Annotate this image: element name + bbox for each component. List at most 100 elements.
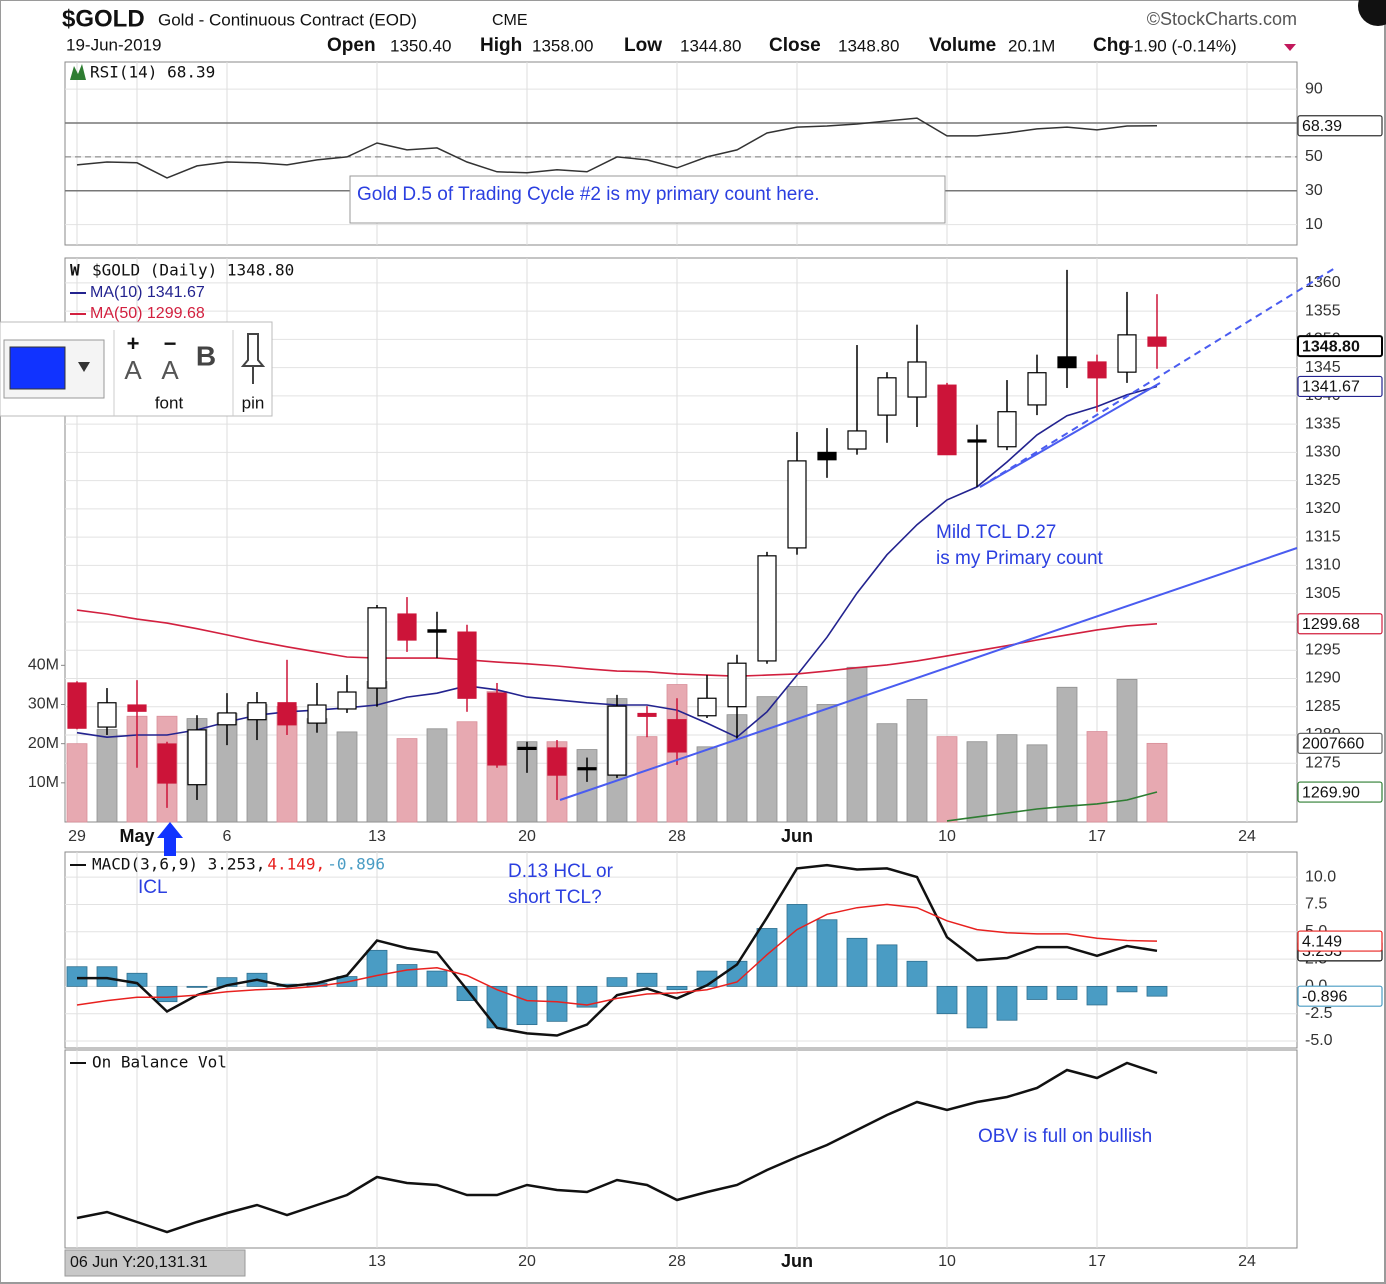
- symbol: $GOLD: [62, 5, 145, 32]
- y-tick-label: 1285: [1305, 698, 1341, 715]
- y-tick-label: 1315: [1305, 528, 1341, 545]
- field-label: Volume: [929, 35, 996, 56]
- histogram-bar: [516, 985, 538, 1026]
- y-tick-label: -5.0: [1305, 1032, 1333, 1049]
- x-tick-label: 10: [938, 828, 956, 845]
- line: [76, 1061, 1158, 1234]
- signal-legend: 4.149,: [267, 855, 325, 874]
- annotation: D.13 HCL or: [508, 861, 614, 882]
- legend-ma50: MA(50) 1299.68: [90, 305, 205, 322]
- field-label: Low: [624, 35, 662, 56]
- annotation: Mild TCL D.27: [936, 522, 1056, 543]
- macd-line: [77, 863, 1158, 1037]
- volume-bar: [66, 743, 88, 823]
- annotation: Gold D.5 of Trading Cycle #2 is my prima…: [357, 184, 820, 205]
- histogram-bar: [396, 964, 418, 987]
- histogram-bar: [756, 928, 778, 987]
- x-tick-label: 29: [68, 828, 86, 845]
- histogram-bar: [546, 985, 568, 1022]
- x-tick-label: Jun: [781, 826, 813, 846]
- histogram-bar: [1026, 985, 1048, 1000]
- y-tick-label: 1335: [1305, 415, 1341, 432]
- histogram-bar: [936, 985, 958, 1015]
- y-tick-label: 1330: [1305, 444, 1341, 461]
- candle-body: [1057, 356, 1077, 369]
- ma-line: [76, 609, 1158, 678]
- x-tick-label: 20: [518, 828, 536, 845]
- annotation: is my Primary count: [936, 548, 1104, 569]
- value-tag: [1297, 732, 1383, 754]
- field-value: 1344.80: [680, 36, 741, 55]
- x-tick-label: 28: [668, 1253, 686, 1270]
- x-tick-label: 17: [1088, 828, 1106, 845]
- volume-bar: [696, 746, 718, 823]
- candle-body: [397, 613, 417, 641]
- volume-bar: [306, 718, 328, 823]
- volume-bar: [1056, 686, 1078, 823]
- y-tick-label: 50: [1305, 148, 1323, 165]
- line: [76, 117, 1158, 179]
- x-tick-label: 24: [1238, 828, 1256, 845]
- candle-body: [277, 702, 297, 726]
- value-tag: [1297, 781, 1383, 803]
- change-arrow: [1284, 44, 1296, 51]
- candle-body: [577, 767, 597, 771]
- rsi-legend: RSI(14) 68.39: [90, 63, 215, 82]
- pin-icon[interactable]: [240, 333, 266, 384]
- candle-body: [187, 729, 207, 786]
- close-button[interactable]: [1358, 0, 1386, 26]
- y-tick-label: 1320: [1305, 500, 1341, 517]
- candle-body: [637, 712, 657, 717]
- font-decrease[interactable]: −: [164, 331, 177, 356]
- volume-bar: [966, 741, 988, 823]
- value-tag-label: 2007660: [1302, 736, 1364, 753]
- price-icon: W: [70, 261, 80, 280]
- candle-body: [937, 384, 957, 456]
- contract-name: Gold - Continuous Contract (EOD): [158, 10, 417, 29]
- volume-bar: [936, 736, 958, 823]
- histogram-bar: [1146, 985, 1168, 997]
- volume-bar: [1026, 744, 1048, 823]
- candle-body: [157, 743, 177, 784]
- histogram-bar: [786, 904, 808, 987]
- histogram-bar: [1116, 985, 1138, 993]
- x-tick-label: 13: [368, 828, 386, 845]
- histogram-bar: [66, 966, 88, 987]
- candle-body: [847, 430, 867, 450]
- y-tick-label: 7.5: [1305, 896, 1327, 913]
- volume-bar: [876, 723, 898, 823]
- toolbar: + A − A B font pin: [0, 321, 273, 417]
- candle-body: [697, 697, 717, 717]
- ma-line: [946, 791, 1158, 822]
- font-increase[interactable]: +: [127, 331, 140, 356]
- volume-bar: [636, 736, 658, 823]
- histogram-bar: [966, 985, 988, 1029]
- y-tick-label: 1305: [1305, 585, 1341, 602]
- y-tick-label: 1275: [1305, 754, 1341, 771]
- value-tag: [1297, 375, 1383, 398]
- candle-body: [727, 662, 747, 708]
- dropdown-arrow: [78, 362, 90, 372]
- panel-frame: [64, 851, 1298, 1049]
- pin-label: pin: [242, 393, 265, 412]
- volume-bar: [816, 704, 838, 823]
- volume-bar: [456, 721, 478, 823]
- field-label: Chg: [1093, 35, 1130, 56]
- y-tick-label: 1355: [1305, 302, 1341, 319]
- overlay: 68.39 1348.80 1341.67 1299.68 1269.90 2007660…: [64, 115, 1383, 1277]
- volume-bar: [336, 731, 358, 823]
- field-label: Open: [327, 35, 376, 56]
- annotation: ICL: [138, 877, 168, 898]
- bold-button[interactable]: B: [196, 340, 216, 371]
- histogram-bar: [156, 985, 178, 1003]
- histogram-bar: [876, 944, 898, 987]
- volume-bar: [396, 738, 418, 823]
- y-tick-label: 1310: [1305, 557, 1341, 574]
- volume-bar: [1146, 742, 1168, 823]
- histogram-bar: [366, 949, 388, 987]
- volume-bar: [786, 686, 808, 823]
- value-tag: [1297, 985, 1383, 1007]
- date: 19-Jun-2019: [66, 35, 161, 54]
- histogram-legend: -0.896: [327, 855, 385, 874]
